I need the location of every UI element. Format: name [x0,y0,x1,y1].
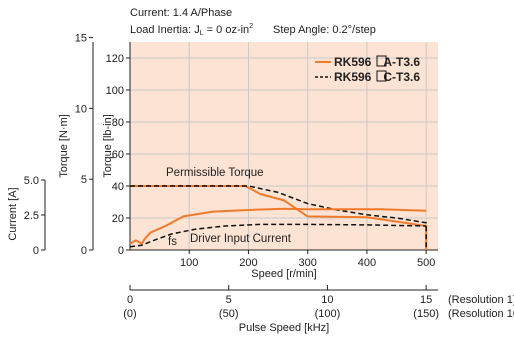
y-tick-label: 0 [118,245,124,257]
y-tick-label: 60 [112,149,124,161]
y-tick-label: 120 [106,53,124,65]
driver-input-current-label: Driver Input Current [190,233,292,245]
y-tick-label: 80 [112,117,124,129]
nm-tick-label: 0 [81,245,87,257]
pulse-tick-label-res1: 5 [226,294,232,306]
header-load-inertia: Load Inertia: JL = 0 oz-in2 [130,23,253,37]
pulse-tick-label-res1: 10 [321,294,333,306]
series-line-3 [129,223,427,248]
series-line-2 [129,207,427,245]
y-tick-label: 20 [112,213,124,225]
nm-tick-label: 15 [75,33,87,45]
nm-tick-group: 0 5 10 15 [75,33,93,257]
pulse-tick-label-res10: (100) [315,308,341,320]
x-tick-group: 100 200 300 400 500 [180,250,435,269]
nm-tick-label: 5 [81,174,87,186]
y-tick-label: 40 [112,181,124,193]
series-group [129,185,428,250]
pulse-tick-label-res1: 0 [127,294,133,306]
pulse-axis-label: Pulse Speed [kHz] [239,322,330,334]
current-tick-group: 0 2.5 5.0 [24,175,45,257]
current-tick-label: 0 [33,245,39,257]
x-tick-label: 100 [180,257,198,269]
fs-label: fs [168,236,177,248]
pulse-tick-label-res10: (150) [413,308,439,320]
current-tick-label: 5.0 [24,175,39,187]
x-tick-label: 400 [358,257,376,269]
legend: RK596 A-T3.6 RK596 C-T3.6 [315,55,420,84]
pulse-tick-label-res10: (0) [123,308,136,320]
legend-label-series-c: RK596 C-T3.6 [334,70,420,84]
x-tick-label: 200 [239,257,257,269]
x-axis-label: Speed [r/min] [251,268,316,280]
pulse-tick-group: 0 (0) 5 (50) 10 (100) 15 (150) [123,285,439,320]
header-step-angle: Step Angle: 0.2°/step [273,24,376,36]
y-axis-label-nm: Torque [N·m] [58,114,70,178]
grid-lines [130,42,438,250]
x-tick-label: 500 [417,257,435,269]
pulse-res1-label: (Resolution 1) [448,294,514,306]
y-tick-group: 0 20 40 60 80 100 120 [106,53,130,257]
x-tick-label: 300 [299,257,317,269]
permissible-torque-label: Permissible Torque [166,167,264,179]
y-tick-label: 100 [106,85,124,97]
legend-box-glyph-c [376,70,387,82]
y-axis-label-lbin: Torque [lb-in] [102,114,114,178]
pulse-tick-label-res10: (50) [219,308,239,320]
current-tick-label: 2.5 [24,210,39,222]
legend-box-glyph-a [376,55,387,67]
header-current: Current: 1.4 A/Phase [130,7,232,19]
nm-tick-label: 10 [75,103,87,115]
pulse-res10-label: (Resolution 10) [448,308,514,320]
y-axis-label-current: Current [A] [7,187,19,240]
legend-label-series-a: RK596 A-T3.6 [334,55,420,69]
plot-area [130,42,438,250]
pulse-tick-label-res1: 15 [420,294,432,306]
